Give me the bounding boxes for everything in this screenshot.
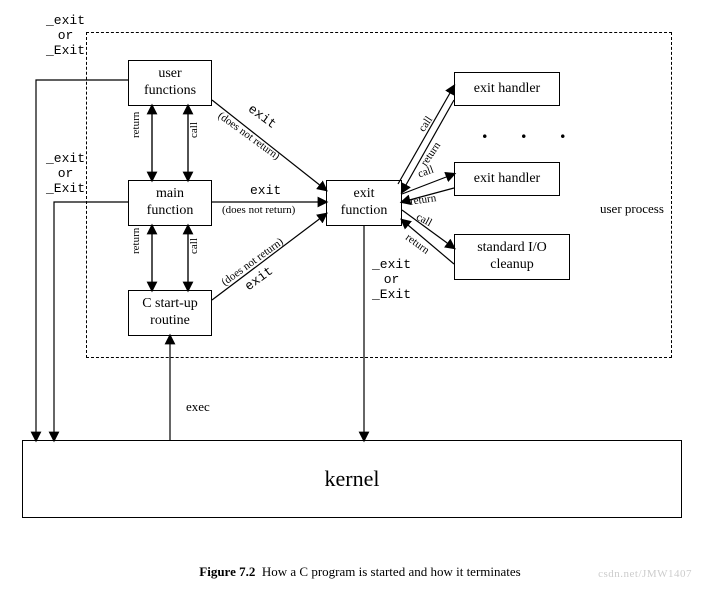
node-label: mainfunction [147,186,194,220]
label-return-uf: return [130,112,143,138]
node-label: standard I/Ocleanup [477,240,547,274]
label-exit-mid: exit [250,184,281,199]
node-exit-handler-2: exit handler [454,162,560,196]
node-std-io-cleanup: standard I/Ocleanup [454,234,570,280]
label-user-process: user process [600,202,664,217]
label-call-uf: call [188,122,201,138]
label-exit-or-3: _exitor_Exit [372,258,411,303]
node-label: userfunctions [144,66,196,100]
node-c-startup: C start-uproutine [128,290,212,336]
label-return-mc: return [130,228,143,254]
caption-label: Figure 7.2 [199,564,255,579]
node-label: kernel [325,466,380,492]
node-label: exit handler [474,171,540,188]
node-user-functions: userfunctions [128,60,212,106]
diagram-canvas: userfunctions mainfunction C start-uprou… [0,0,720,607]
node-kernel: kernel [22,440,682,518]
label-call-mc: call [188,238,201,254]
node-label: C start-uproutine [142,296,198,330]
ellipsis-dots: . . . [482,118,580,144]
node-label: exitfunction [341,186,388,220]
node-exit-function: exitfunction [326,180,402,226]
label-dnr-mid: (does not return) [222,204,295,217]
label-exec: exec [186,400,210,415]
watermark: csdn.net/JMW1407 [598,568,692,580]
node-exit-handler-1: exit handler [454,72,560,106]
label-exit-or-1: _exitor_Exit [46,14,85,59]
caption-text: How a C program is started and how it te… [262,564,521,579]
node-label: exit handler [474,81,540,98]
label-exit-or-2: _exitor_Exit [46,152,85,197]
node-main-function: mainfunction [128,180,212,226]
